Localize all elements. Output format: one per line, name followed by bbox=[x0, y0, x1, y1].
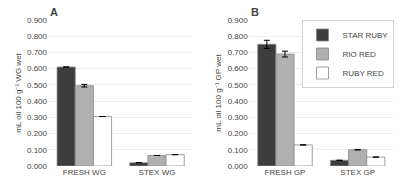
svg-text:0.100: 0.100 bbox=[27, 146, 48, 155]
svg-text:0.800: 0.800 bbox=[27, 32, 48, 41]
svg-text:RIO RED: RIO RED bbox=[343, 50, 377, 59]
svg-text:STEX GP: STEX GP bbox=[340, 168, 375, 177]
svg-text:0.500: 0.500 bbox=[27, 81, 48, 90]
svg-text:FRESH GP: FRESH GP bbox=[265, 168, 306, 177]
svg-text:0.200: 0.200 bbox=[27, 129, 48, 138]
svg-text:STAR RUBY: STAR RUBY bbox=[343, 31, 389, 40]
svg-text:0.900: 0.900 bbox=[27, 16, 48, 25]
svg-text:0.900: 0.900 bbox=[228, 16, 249, 25]
svg-text:mL oil 100 g⁻¹ GP wet: mL oil 100 g⁻¹ GP wet bbox=[214, 54, 223, 132]
svg-text:0.700: 0.700 bbox=[228, 48, 249, 57]
svg-text:0.800: 0.800 bbox=[228, 32, 249, 41]
svg-text:0.000: 0.000 bbox=[27, 162, 48, 171]
svg-text:FRESH WG: FRESH WG bbox=[63, 168, 106, 177]
svg-text:0.300: 0.300 bbox=[27, 113, 48, 122]
svg-text:0.700: 0.700 bbox=[27, 48, 48, 57]
svg-text:STEX WG: STEX WG bbox=[139, 168, 176, 177]
svg-text:0.500: 0.500 bbox=[228, 81, 249, 90]
svg-text:mL oil 100 g⁻¹ WG wet: mL oil 100 g⁻¹ WG wet bbox=[14, 52, 23, 132]
svg-text:0.000: 0.000 bbox=[228, 162, 249, 171]
svg-text:RUBY RED: RUBY RED bbox=[343, 69, 384, 78]
svg-text:0.400: 0.400 bbox=[27, 97, 48, 106]
svg-text:0.400: 0.400 bbox=[228, 97, 249, 106]
svg-text:0.600: 0.600 bbox=[27, 64, 48, 73]
svg-text:B: B bbox=[251, 6, 259, 18]
svg-text:0.600: 0.600 bbox=[228, 64, 249, 73]
svg-text:0.300: 0.300 bbox=[228, 113, 249, 122]
svg-text:A: A bbox=[50, 6, 58, 18]
svg-text:0.100: 0.100 bbox=[228, 146, 249, 155]
svg-text:0.200: 0.200 bbox=[228, 129, 249, 138]
